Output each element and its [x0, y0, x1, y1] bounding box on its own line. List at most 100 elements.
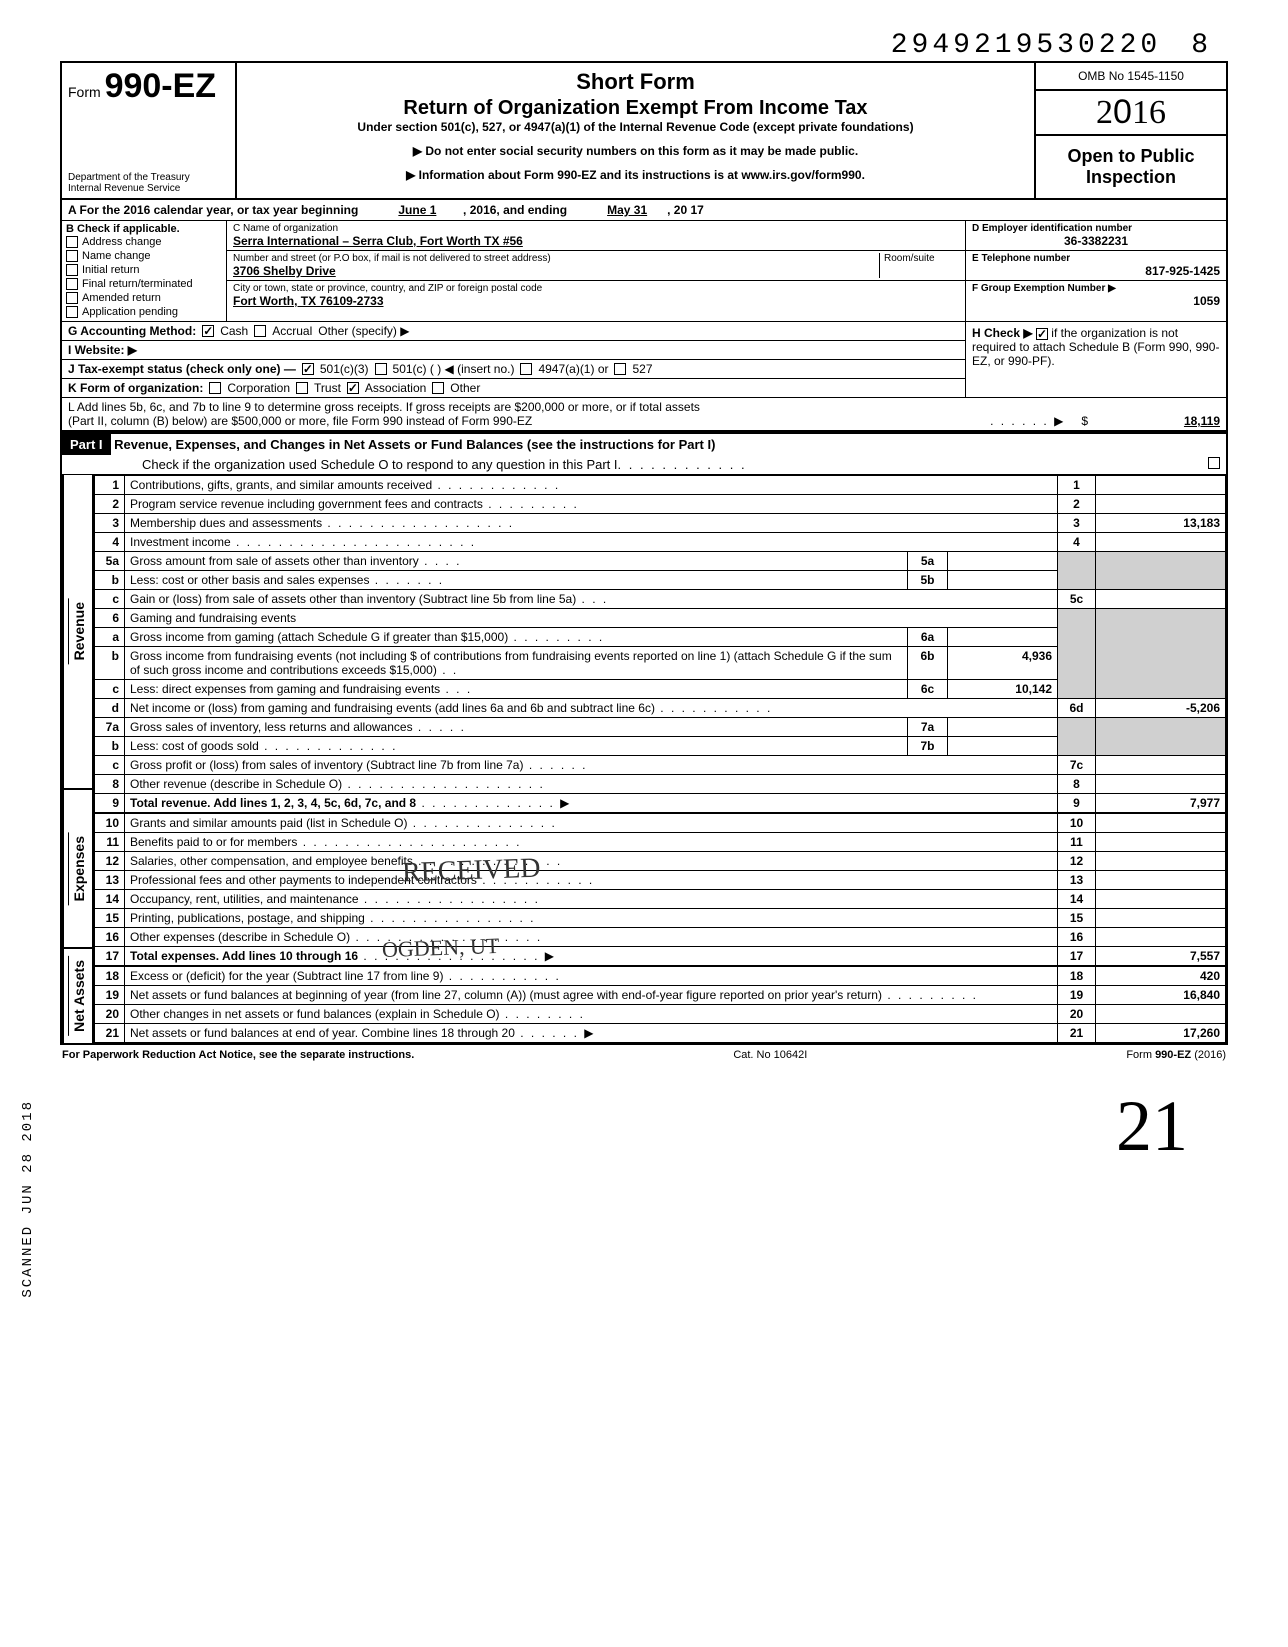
l-text1: L Add lines 5b, 6c, and 7b to line 9 to …: [68, 400, 1220, 414]
line-amt: [1096, 1005, 1226, 1024]
chk-schedule-b[interactable]: [1036, 328, 1048, 340]
form-number: 990-EZ: [105, 67, 217, 105]
line-5a: 5aGross amount from sale of assets other…: [95, 552, 1226, 571]
chk-initial-return[interactable]: Initial return: [66, 263, 222, 277]
line-16: 16Other expenses (describe in Schedule O…: [95, 928, 1226, 947]
chk-trust[interactable]: [296, 382, 308, 394]
line-6d: dNet income or (loss) from gaming and fu…: [95, 699, 1226, 718]
line-amt: [1096, 813, 1226, 833]
line-amt: 420: [1096, 966, 1226, 986]
group-exempt: 1059: [972, 294, 1220, 308]
chk-schedule-o[interactable]: [1208, 457, 1220, 469]
header-middle: Short Form Return of Organization Exempt…: [237, 63, 1036, 198]
chk-527[interactable]: [614, 363, 626, 375]
chk-501c[interactable]: [375, 363, 387, 375]
document-locator-number: 2949219530220 8: [60, 30, 1228, 61]
h-label: H Check ▶: [972, 326, 1033, 340]
line-10: 10Grants and similar amounts paid (list …: [95, 813, 1226, 833]
form-header: Form 990-EZ Department of the Treasury I…: [62, 63, 1226, 200]
trust-label: Trust: [314, 381, 341, 395]
line-13: 13Professional fees and other payments t…: [95, 871, 1226, 890]
chk-label: Application pending: [82, 306, 178, 318]
section-d-e-f: D Employer identification number 36-3382…: [966, 221, 1226, 321]
assoc-label: Association: [365, 381, 426, 395]
dept-line1: Department of the Treasury: [68, 172, 229, 183]
chk-4947[interactable]: [520, 363, 532, 375]
line-desc: Other expenses (describe in Schedule O): [130, 930, 350, 944]
taxyear-end: May 31: [607, 203, 647, 217]
line-mid: 4,936: [948, 647, 1058, 680]
chk-label: Name change: [82, 250, 151, 262]
chk-final-return[interactable]: Final return/terminated: [66, 277, 222, 291]
line-amt: [1096, 890, 1226, 909]
line-amt: 7,557: [1096, 947, 1226, 967]
tax-year-row: A For the 2016 calendar year, or tax yea…: [62, 200, 1226, 221]
501c-label: 501(c) ( ) ◀ (insert no.): [393, 362, 515, 376]
part1-header-row: Part I Revenue, Expenses, and Changes in…: [62, 432, 1226, 475]
city: Fort Worth, TX 76109-2733: [233, 294, 959, 308]
chk-corp[interactable]: [209, 382, 221, 394]
under-section-text: Under section 501(c), 527, or 4947(a)(1)…: [245, 120, 1026, 134]
chk-other-org[interactable]: [432, 382, 444, 394]
dln-main: 2949219530220: [891, 30, 1161, 61]
form-prefix: Form: [68, 84, 101, 100]
k-line: K Form of organization: Corporation Trus…: [62, 379, 965, 397]
org-name: Serra International – Serra Club, Fort W…: [233, 234, 959, 248]
group-exempt-label: F Group Exemption Number ▶: [972, 283, 1220, 294]
chk-amended[interactable]: Amended return: [66, 291, 222, 305]
chk-501c3[interactable]: [302, 363, 314, 375]
handwritten-annotation: 21: [60, 1085, 1228, 1168]
line-5c: cGain or (loss) from sale of assets othe…: [95, 590, 1226, 609]
line-desc: Other changes in net assets or fund bala…: [130, 1007, 500, 1021]
line-15: 15Printing, publications, postage, and s…: [95, 909, 1226, 928]
taxyear-begin: June 1: [398, 203, 436, 217]
chk-assoc[interactable]: [347, 382, 359, 394]
g-h-block: G Accounting Method: Cash Accrual Other …: [62, 322, 1226, 398]
line-desc: Program service revenue including govern…: [130, 497, 483, 511]
line-desc: Net assets or fund balances at beginning…: [130, 988, 882, 1002]
line-mid: 10,142: [948, 680, 1058, 699]
footer-mid: Cat. No 10642I: [733, 1049, 807, 1061]
lines-table: 1Contributions, gifts, grants, and simil…: [94, 475, 1226, 1043]
footer: For Paperwork Reduction Act Notice, see …: [60, 1045, 1228, 1065]
line-amt: [1096, 871, 1226, 890]
line-desc: Gain or (loss) from sale of assets other…: [130, 592, 576, 606]
dln-extra: 8: [1191, 30, 1208, 61]
phone: 817-925-1425: [972, 264, 1220, 278]
l-amount: 18,119: [1090, 414, 1220, 428]
chk-label: Address change: [82, 236, 162, 248]
line-mid: [948, 737, 1058, 756]
info-block: B Check if applicable. Address change Na…: [62, 221, 1226, 322]
chk-accrual[interactable]: [254, 325, 266, 337]
line-desc: Less: direct expenses from gaming and fu…: [130, 682, 440, 696]
line-mid: [948, 628, 1058, 647]
line-desc: Less: cost of goods sold: [130, 739, 259, 753]
line-11: 11Benefits paid to or for members . . . …: [95, 833, 1226, 852]
line-desc: Gross income from gaming (attach Schedul…: [130, 630, 508, 644]
website-label: I Website: ▶: [68, 343, 137, 357]
taxyear-label: A For the 2016 calendar year, or tax yea…: [68, 203, 358, 217]
chk-application-pending[interactable]: Application pending: [66, 305, 222, 319]
line-desc: Excess or (deficit) for the year (Subtra…: [130, 969, 443, 983]
l-line: L Add lines 5b, 6c, and 7b to line 9 to …: [62, 398, 1226, 432]
line-7b: bLess: cost of goods sold . . . . . . . …: [95, 737, 1226, 756]
taxyear-mid: , 2016, and ending: [463, 203, 567, 217]
line-2: 2Program service revenue including gover…: [95, 495, 1226, 514]
line-mid: [948, 718, 1058, 737]
return-title: Return of Organization Exempt From Incom…: [245, 97, 1026, 120]
line-6b: bGross income from fundraising events (n…: [95, 647, 1226, 680]
chk-address-change[interactable]: Address change: [66, 235, 222, 249]
footer-right: Form 990-EZ (2016): [1126, 1049, 1226, 1061]
line-9: 9Total revenue. Add lines 1, 2, 3, 4, 5c…: [95, 794, 1226, 814]
notice-info: ▶ Information about Form 990-EZ and its …: [245, 168, 1026, 182]
header-left: Form 990-EZ Department of the Treasury I…: [62, 63, 237, 198]
527-label: 527: [632, 362, 652, 376]
line-desc: Occupancy, rent, utilities, and maintena…: [130, 892, 359, 906]
tax-year: 2016: [1036, 91, 1226, 136]
line-desc: Gross amount from sale of assets other t…: [130, 554, 419, 568]
chk-cash[interactable]: [202, 325, 214, 337]
line-8: 8Other revenue (describe in Schedule O) …: [95, 775, 1226, 794]
line-6c: cLess: direct expenses from gaming and f…: [95, 680, 1226, 699]
chk-name-change[interactable]: Name change: [66, 249, 222, 263]
short-form-title: Short Form: [245, 69, 1026, 95]
